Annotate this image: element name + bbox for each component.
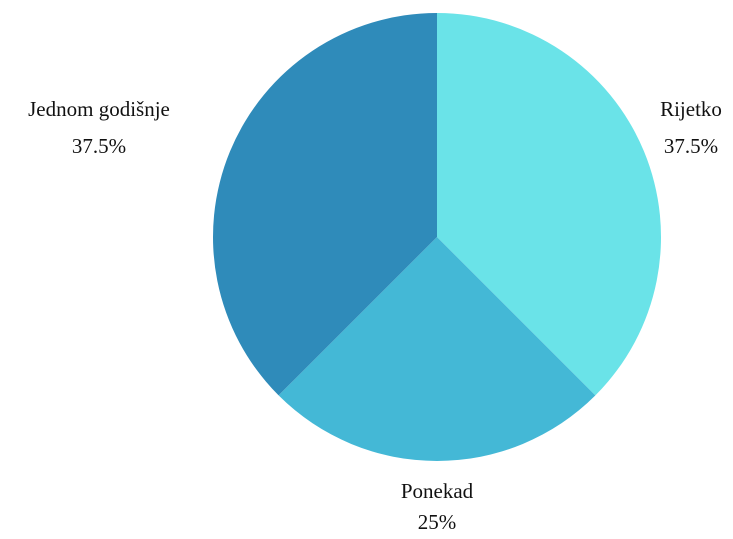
slice-percent-jednom-godisnje: 37.5% [72, 134, 126, 158]
slice-label-jednom-godisnje: Jednom godišnje [28, 97, 170, 121]
pie-slice-rijetko [437, 13, 661, 396]
slice-percent-ponekad: 25% [418, 510, 457, 534]
slice-label-rijetko: Rijetko [660, 97, 722, 121]
slice-label-ponekad: Ponekad [401, 479, 474, 503]
pie-slices [213, 13, 661, 461]
pie-slice-ponekad [278, 237, 596, 461]
pie-labels: Rijetko 37.5% Ponekad 25% Jednom godišnje 37.… [28, 97, 722, 534]
pie-slice-jednom-godisnje [213, 13, 437, 396]
slice-percent-rijetko: 37.5% [664, 134, 718, 158]
